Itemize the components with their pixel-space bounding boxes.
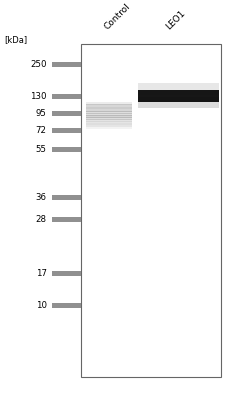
Bar — [138, 84, 219, 95]
Bar — [52, 111, 81, 116]
Text: 130: 130 — [30, 92, 47, 101]
Text: Control: Control — [103, 2, 132, 32]
Bar — [86, 113, 132, 116]
Text: LEO1: LEO1 — [164, 9, 187, 32]
Bar — [52, 302, 81, 308]
Bar — [52, 147, 81, 152]
Bar — [86, 107, 132, 110]
Bar — [81, 44, 221, 377]
Text: 72: 72 — [36, 126, 47, 135]
Bar — [86, 102, 132, 105]
Bar — [86, 115, 132, 118]
Text: [kDa]: [kDa] — [5, 35, 28, 44]
Bar — [86, 109, 132, 112]
Text: 17: 17 — [36, 269, 47, 278]
Text: 250: 250 — [30, 60, 47, 69]
Bar — [138, 97, 219, 108]
Bar — [86, 111, 132, 114]
Bar — [52, 194, 81, 200]
Bar — [86, 119, 132, 122]
Text: 36: 36 — [36, 193, 47, 202]
Bar — [138, 90, 219, 102]
Bar — [52, 94, 81, 99]
Text: 95: 95 — [36, 109, 47, 118]
Bar — [86, 117, 132, 120]
Bar — [52, 128, 81, 134]
Text: 55: 55 — [36, 145, 47, 154]
Bar — [86, 121, 132, 123]
Bar — [86, 111, 132, 114]
Bar — [52, 271, 81, 276]
Bar — [86, 119, 132, 121]
Bar — [52, 217, 81, 222]
Text: 28: 28 — [36, 215, 47, 224]
Bar — [86, 127, 132, 129]
Bar — [86, 104, 132, 107]
Text: 10: 10 — [36, 301, 47, 310]
Bar — [86, 123, 132, 125]
Bar — [52, 62, 81, 67]
Bar — [86, 125, 132, 127]
